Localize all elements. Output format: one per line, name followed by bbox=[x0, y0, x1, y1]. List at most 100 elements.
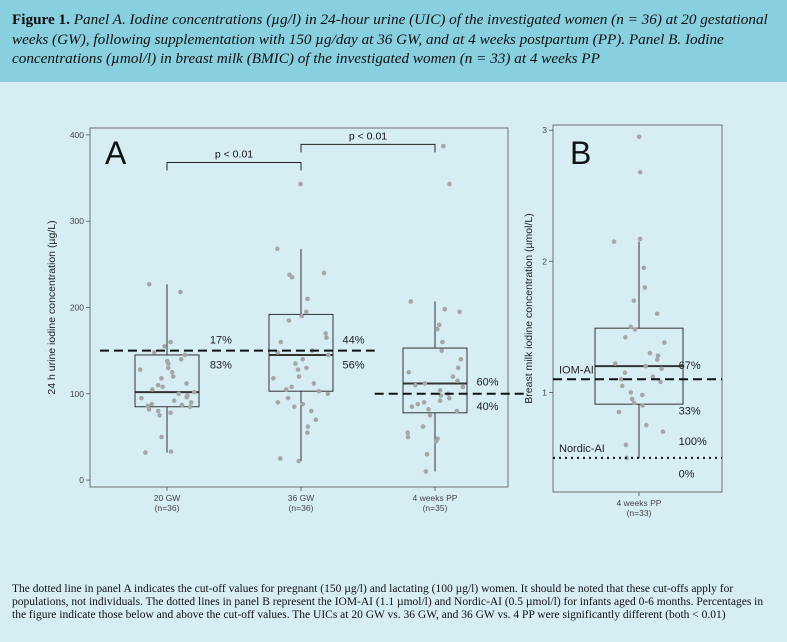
data-point bbox=[171, 398, 177, 404]
percentage-label: 60% bbox=[477, 377, 499, 389]
data-point bbox=[623, 442, 629, 448]
data-point bbox=[157, 413, 162, 418]
y-tick-label: 200 bbox=[70, 303, 84, 313]
data-point bbox=[143, 450, 148, 455]
data-point bbox=[628, 390, 634, 395]
data-point bbox=[146, 407, 152, 412]
data-point bbox=[618, 376, 624, 382]
data-point bbox=[151, 350, 157, 355]
data-point bbox=[303, 309, 309, 315]
data-point bbox=[654, 311, 660, 317]
data-point bbox=[325, 352, 331, 358]
data-point bbox=[636, 134, 642, 140]
x-tick-n-label: (n=36) bbox=[155, 503, 180, 513]
data-point bbox=[155, 408, 161, 414]
data-point bbox=[160, 384, 165, 390]
data-point bbox=[628, 324, 634, 330]
data-point bbox=[406, 369, 411, 375]
cutoff-label: Nordic-AI bbox=[559, 443, 605, 455]
x-tick-n-label: (n=33) bbox=[627, 508, 652, 518]
data-point bbox=[631, 400, 637, 406]
data-point bbox=[149, 401, 155, 407]
data-point bbox=[405, 430, 410, 435]
data-point bbox=[278, 339, 284, 345]
data-point bbox=[298, 181, 303, 187]
data-point bbox=[422, 381, 428, 386]
data-point bbox=[427, 413, 433, 418]
data-point bbox=[146, 281, 152, 287]
data-point bbox=[643, 422, 649, 428]
y-tick-label: 3 bbox=[542, 125, 547, 135]
box bbox=[134, 354, 200, 408]
data-point bbox=[420, 424, 426, 429]
data-point bbox=[305, 430, 310, 435]
panel-frame bbox=[552, 124, 723, 493]
percentage-label: 17% bbox=[210, 334, 232, 346]
data-point bbox=[168, 339, 173, 345]
data-point bbox=[300, 401, 306, 407]
data-point bbox=[304, 365, 309, 371]
data-point bbox=[623, 335, 628, 340]
data-point bbox=[450, 374, 456, 379]
y-tick-label: 0 bbox=[79, 475, 84, 485]
data-point bbox=[286, 318, 292, 323]
data-point bbox=[150, 387, 155, 392]
data-point bbox=[159, 375, 164, 381]
data-point bbox=[441, 143, 446, 149]
x-tick-n-label: (n=35) bbox=[423, 503, 448, 513]
data-point bbox=[316, 388, 322, 394]
data-point bbox=[611, 239, 617, 244]
data-point bbox=[442, 306, 448, 312]
data-point bbox=[295, 367, 301, 372]
data-point bbox=[169, 369, 175, 375]
footer-note: The dotted line in panel A indicates the… bbox=[12, 583, 764, 622]
data-point bbox=[137, 367, 143, 372]
data-point bbox=[447, 395, 452, 401]
data-point bbox=[433, 438, 439, 444]
data-point bbox=[658, 379, 663, 385]
x-tick-label: 36 GW bbox=[288, 493, 314, 503]
data-point bbox=[176, 391, 182, 397]
panel-label: A bbox=[105, 135, 127, 171]
percentage-label: 67% bbox=[679, 360, 701, 372]
data-point bbox=[274, 246, 280, 252]
data-point bbox=[643, 363, 648, 369]
data-point bbox=[277, 456, 283, 461]
data-point bbox=[321, 270, 327, 276]
data-point bbox=[311, 381, 317, 386]
data-point bbox=[300, 356, 306, 362]
data-point bbox=[296, 458, 301, 464]
data-point bbox=[426, 407, 431, 412]
data-point bbox=[275, 400, 281, 405]
data-point bbox=[650, 374, 656, 379]
data-point bbox=[629, 396, 635, 402]
panel-frame bbox=[89, 127, 509, 488]
data-point bbox=[188, 400, 194, 405]
figure-area: 0 100 200 300 400 24 h urine iodine concentra… bbox=[0, 82, 787, 572]
data-point bbox=[168, 449, 174, 454]
data-point bbox=[187, 404, 193, 410]
data-point bbox=[155, 382, 161, 388]
data-point bbox=[660, 429, 666, 435]
data-point bbox=[293, 361, 298, 366]
data-point bbox=[299, 313, 305, 319]
percentage-label: 83% bbox=[210, 359, 232, 371]
data-point bbox=[408, 299, 414, 304]
caption-text: Panel A. Iodine concentrations (µg/l) in… bbox=[12, 11, 768, 67]
data-point bbox=[440, 339, 445, 345]
figure-svg: 0 100 200 300 400 24 h urine iodine concentra… bbox=[46, 124, 723, 518]
significance-label: p < 0.01 bbox=[349, 130, 387, 142]
data-point bbox=[305, 424, 311, 429]
data-point bbox=[184, 381, 189, 386]
y-tick-label: 1 bbox=[542, 387, 547, 397]
figure-caption: Figure 1. Panel A. Iodine concentrations… bbox=[12, 10, 777, 69]
x-tick-label: 4 weeks PP bbox=[413, 493, 458, 503]
significance-bracket bbox=[166, 162, 302, 171]
data-point bbox=[632, 327, 638, 332]
box bbox=[402, 347, 468, 414]
data-point bbox=[325, 391, 331, 397]
x-tick-label: 4 weeks PP bbox=[617, 498, 662, 508]
data-point bbox=[655, 353, 661, 358]
data-point bbox=[458, 356, 464, 362]
percentage-label: 40% bbox=[477, 401, 499, 413]
